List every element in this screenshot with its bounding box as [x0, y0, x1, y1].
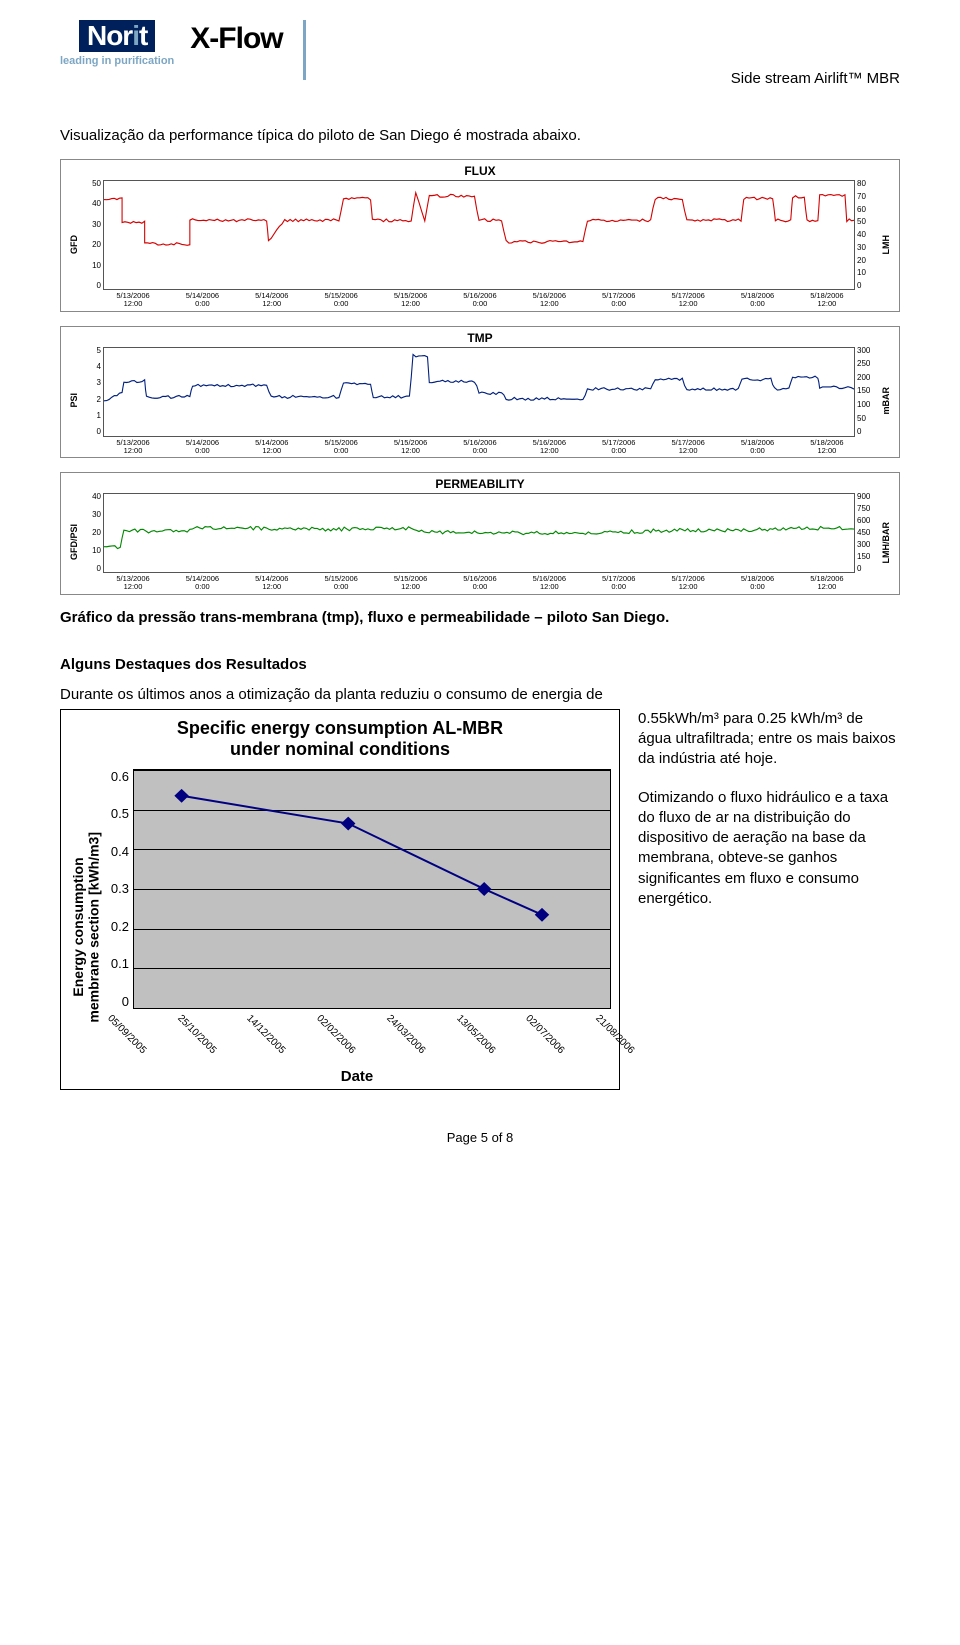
plot-area: [133, 769, 611, 1009]
xflow-wordmark: X-Flow: [190, 22, 282, 56]
chart-title: FLUX: [65, 164, 895, 178]
y-axis-label-left: GFD/PSI: [65, 493, 83, 592]
y-ticks-left: 50403020100: [83, 180, 103, 290]
permeability-chart: PERMEABILITY GFD/PSI 403020100 900750600…: [60, 472, 900, 595]
paragraph: Otimizando o fluxo hidráulico e a taxa d…: [638, 788, 900, 910]
two-column-layout: Specific energy consumption AL-MBRunder …: [60, 709, 900, 1090]
plot-area: [103, 493, 855, 573]
y-axis-label-right: LMH: [877, 180, 895, 309]
logo-group: Norit leading in purification X-Flow: [60, 20, 306, 80]
plot-area: [103, 347, 855, 437]
y-axis-label-right: mBAR: [877, 347, 895, 456]
y-ticks-right: 300250200150100500: [855, 347, 877, 437]
tmp-chart: TMP PSI 543210 300250200150100500 5/13/2…: [60, 326, 900, 459]
plot-area: [103, 180, 855, 290]
y-axis-label: Energy consumptionmembrane section [kWh/…: [69, 769, 103, 1085]
y-axis-label-right: LMH/BAR: [877, 493, 895, 592]
norit-tagline: leading in purification: [60, 55, 174, 67]
lead-in-text: Durante os últimos anos a otimização da …: [60, 685, 900, 705]
logo-divider: [303, 20, 306, 80]
page-header: Norit leading in purification X-Flow Sid…: [60, 20, 900, 87]
y-ticks-right: 9007506004503001500: [855, 493, 877, 573]
y-ticks-left: 403020100: [83, 493, 103, 573]
document-title: Side stream Airlift™ MBR: [731, 70, 900, 87]
figure-caption: Gráfico da pressão trans-membrana (tmp),…: [60, 609, 900, 626]
section-heading: Alguns Destaques dos Resultados: [60, 656, 900, 673]
y-ticks: 0.60.50.40.30.20.10: [103, 769, 133, 1009]
flux-chart: FLUX GFD 50403020100 80706050403020100 5…: [60, 159, 900, 312]
paragraph: 0.55kWh/m³ para 0.25 kWh/m³ de água ultr…: [638, 709, 900, 770]
chart-title: Specific energy consumption AL-MBRunder …: [69, 718, 611, 761]
x-ticks: 5/13/200612:005/14/20060:005/14/200612:0…: [83, 292, 877, 309]
y-ticks-left: 543210: [83, 347, 103, 437]
chart-title: TMP: [65, 331, 895, 345]
x-axis-label: Date: [103, 1068, 611, 1085]
chart-title: PERMEABILITY: [65, 477, 895, 491]
results-text: 0.55kWh/m³ para 0.25 kWh/m³ de água ultr…: [638, 709, 900, 927]
page-footer: Page 5 of 8: [60, 1130, 900, 1145]
y-axis-label-left: GFD: [65, 180, 83, 309]
energy-chart: Specific energy consumption AL-MBRunder …: [60, 709, 620, 1090]
x-ticks: 5/13/200612:005/14/20060:005/14/200612:0…: [83, 575, 877, 592]
norit-logo: Norit leading in purification: [60, 20, 174, 67]
x-ticks: 05/09/200525/10/200514/12/200502/02/2006…: [103, 1013, 611, 1024]
x-ticks: 5/13/200612:005/14/20060:005/14/200612:0…: [83, 439, 877, 456]
y-ticks-right: 80706050403020100: [855, 180, 877, 290]
y-axis-label-left: PSI: [65, 347, 83, 456]
intro-paragraph: Visualização da performance típica do pi…: [60, 127, 900, 144]
norit-wordmark: Norit: [79, 20, 155, 52]
